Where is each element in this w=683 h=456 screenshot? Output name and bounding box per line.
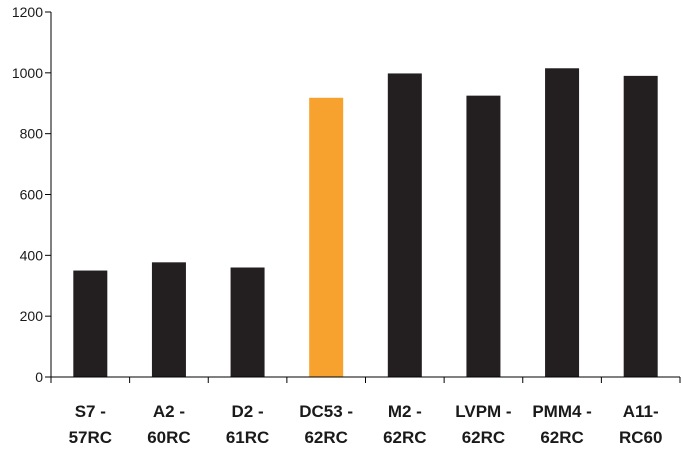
bar-3	[309, 97, 344, 378]
category-label-5-line-1: LVPM -	[455, 402, 511, 421]
category-label-5-line-2: 62RC	[462, 428, 505, 447]
bar-2	[230, 267, 265, 377]
y-tick-label-1200: 1200	[12, 4, 43, 20]
category-label-7-line-1: A11-	[623, 402, 659, 421]
category-label-3-line-1: DC53 -	[299, 402, 353, 421]
y-tick-label-800: 800	[20, 126, 44, 142]
bar-0	[73, 270, 108, 377]
category-label-3-line-2: 62RC	[304, 428, 347, 447]
category-label-4-line-1: M2 -	[388, 402, 422, 421]
category-label-2-line-2: 61RC	[226, 428, 269, 447]
y-tick-label-400: 400	[20, 247, 44, 263]
bar-5	[466, 95, 501, 377]
y-tick-label-600: 600	[20, 187, 44, 203]
bar-1	[151, 262, 186, 377]
y-tick-label-200: 200	[20, 308, 44, 324]
bar-6	[545, 68, 580, 377]
category-label-0-line-2: 57RC	[69, 428, 112, 447]
category-labels: S7 - 57RC A2 - 60RC D2 - 61RC DC53 - 62RC M2 - 62…	[69, 402, 663, 447]
y-tick-label-0: 0	[35, 369, 43, 385]
category-label-7-line-2: RC60	[619, 428, 662, 447]
category-label-6-line-2: 62RC	[540, 428, 583, 447]
bars	[73, 68, 658, 378]
category-label-1-line-1: A2 -	[153, 402, 185, 421]
category-label-4-line-2: 62RC	[383, 428, 426, 447]
category-label-2-line-1: D2 -	[232, 402, 264, 421]
y-tick-label-1000: 1000	[12, 65, 43, 81]
category-label-1-line-2: 60RC	[147, 428, 190, 447]
x-axis-ticks	[50, 377, 681, 383]
category-label-6-line-1: PMM4 -	[532, 402, 592, 421]
y-axis-ticks: 0 200 400 600 800 1000 1200	[12, 4, 51, 385]
category-label-0-line-1: S7 -	[75, 402, 106, 421]
bar-4	[387, 73, 422, 378]
bar-7	[623, 75, 658, 377]
